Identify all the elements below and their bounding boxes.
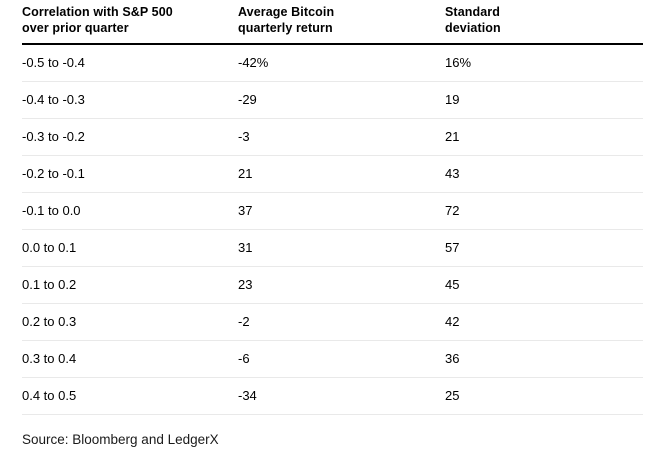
table-row: 0.1 to 0.2 23 45 <box>22 267 643 304</box>
cell-correlation-range: -0.1 to 0.0 <box>22 203 81 218</box>
column-header-correlation-line1: Correlation with S&P 500 <box>22 5 173 19</box>
cell-std-deviation: 21 <box>445 129 460 144</box>
cell-correlation-range: -0.4 to -0.3 <box>22 92 85 107</box>
cell-correlation-range: 0.3 to 0.4 <box>22 351 77 366</box>
correlation-table: Correlation with S&P 500 over prior quar… <box>22 4 643 415</box>
cell-std-deviation: 19 <box>445 92 460 107</box>
column-header-return: Average Bitcoin quarterly return <box>238 4 445 36</box>
cell-std-deviation: 72 <box>445 203 460 218</box>
table-row: -0.3 to -0.2 -3 21 <box>22 119 643 156</box>
cell-correlation-range: 0.2 to 0.3 <box>22 314 77 329</box>
cell-correlation-range: 0.0 to 0.1 <box>22 240 77 255</box>
column-header-return-line1: Average Bitcoin <box>238 5 335 19</box>
column-header-stddev-line2: deviation <box>445 21 501 35</box>
column-header-correlation: Correlation with S&P 500 over prior quar… <box>22 4 238 36</box>
column-header-return-line2: quarterly return <box>238 21 333 35</box>
cell-avg-return: -42% <box>238 55 269 70</box>
cell-avg-return: 31 <box>238 240 253 255</box>
cell-correlation-range: -0.5 to -0.4 <box>22 55 85 70</box>
table-row: 0.4 to 0.5 -34 25 <box>22 378 643 415</box>
page: Correlation with S&P 500 over prior quar… <box>22 4 643 447</box>
cell-avg-return: 21 <box>238 166 253 181</box>
cell-std-deviation: 36 <box>445 351 460 366</box>
cell-correlation-range: -0.3 to -0.2 <box>22 129 85 144</box>
column-header-stddev-line1: Standard <box>445 5 500 19</box>
table-row: -0.5 to -0.4 -42% 16% <box>22 45 643 82</box>
cell-std-deviation: 43 <box>445 166 460 181</box>
column-header-stddev: Standard deviation <box>445 4 643 36</box>
cell-std-deviation: 16% <box>445 55 472 70</box>
cell-correlation-range: -0.2 to -0.1 <box>22 166 85 181</box>
cell-avg-return: -2 <box>238 314 250 329</box>
cell-std-deviation: 25 <box>445 388 460 403</box>
table-row: 0.2 to 0.3 -2 42 <box>22 304 643 341</box>
cell-avg-return: -3 <box>238 129 250 144</box>
column-header-correlation-line2: over prior quarter <box>22 21 129 35</box>
cell-avg-return: 23 <box>238 277 253 292</box>
table-row: 0.3 to 0.4 -6 36 <box>22 341 643 378</box>
cell-correlation-range: 0.1 to 0.2 <box>22 277 77 292</box>
cell-std-deviation: 57 <box>445 240 460 255</box>
cell-avg-return: 37 <box>238 203 253 218</box>
table-header-row: Correlation with S&P 500 over prior quar… <box>22 4 643 45</box>
cell-std-deviation: 42 <box>445 314 460 329</box>
cell-avg-return: -29 <box>238 92 257 107</box>
table-row: -0.4 to -0.3 -29 19 <box>22 82 643 119</box>
cell-std-deviation: 45 <box>445 277 460 292</box>
cell-correlation-range: 0.4 to 0.5 <box>22 388 77 403</box>
table-row: -0.2 to -0.1 21 43 <box>22 156 643 193</box>
table-row: -0.1 to 0.0 37 72 <box>22 193 643 230</box>
cell-avg-return: -34 <box>238 388 257 403</box>
table-row: 0.0 to 0.1 31 57 <box>22 230 643 267</box>
cell-avg-return: -6 <box>238 351 250 366</box>
source-note: Source: Bloomberg and LedgerX <box>22 432 219 447</box>
